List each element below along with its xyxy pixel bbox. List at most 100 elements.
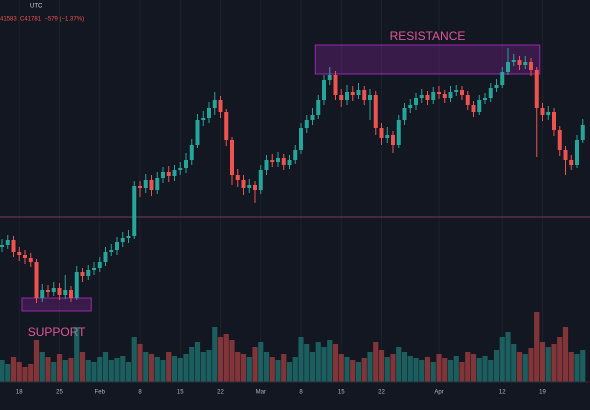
volume-bar (574, 354, 580, 382)
volume-bar (10, 357, 17, 382)
candle-body (189, 145, 194, 160)
x-tick-label: 8 (138, 390, 142, 396)
candle-body (523, 62, 528, 65)
volume-bar (62, 360, 68, 382)
volume-bar (488, 360, 494, 382)
volume-bar (309, 352, 316, 382)
candle-body (109, 250, 114, 252)
volume-bar (183, 354, 189, 382)
candle-body (253, 185, 257, 190)
candle-body (396, 120, 401, 145)
volume-bar (407, 356, 413, 382)
candle-body (471, 105, 476, 112)
volume-bar (367, 352, 373, 382)
grid (18, 0, 543, 382)
candle-body (0, 245, 4, 247)
candle-body (339, 95, 344, 100)
volume-bar (235, 352, 241, 382)
x-tick-label: 8 (299, 390, 303, 396)
x-tick-label: 12 (499, 390, 506, 396)
volume-bar (522, 354, 528, 382)
volume-bar (378, 350, 385, 382)
candle-body (391, 135, 395, 145)
volume-bar (246, 357, 252, 382)
candle-body (218, 100, 223, 112)
candle-body (373, 95, 378, 128)
volume-bar (269, 357, 275, 382)
volume-bar (102, 352, 109, 382)
volume-bar (390, 354, 396, 382)
candle-body (500, 72, 505, 85)
volume-bar (258, 342, 264, 382)
candle-body (212, 100, 217, 108)
volume-bar (171, 356, 178, 382)
volume-bar (551, 344, 557, 382)
candle-body (28, 258, 33, 262)
candle-body (178, 168, 183, 170)
x-tick-label: 22 (378, 390, 385, 396)
candle-body (448, 92, 453, 98)
candle-body (333, 75, 338, 95)
volume-bar (327, 340, 333, 382)
volume-bar (424, 357, 431, 382)
volume-bar (516, 352, 523, 382)
volume-bar (108, 360, 114, 382)
candle-body (540, 108, 545, 115)
volume-bar (16, 362, 22, 382)
volume-bar (91, 362, 97, 382)
volume-bar (528, 348, 534, 382)
volume-bar (419, 360, 425, 382)
volume-bar (177, 358, 183, 382)
x-tick-label: 15 (338, 390, 345, 396)
volume-bar (0, 360, 5, 382)
volume-bar (332, 344, 339, 382)
volume-bar (453, 356, 459, 382)
volume-bar (493, 350, 500, 382)
candle-body (247, 185, 252, 188)
candle-body (184, 160, 188, 168)
candles (0, 48, 585, 303)
candle-body (517, 60, 522, 65)
candle-body (172, 170, 177, 176)
volume-bar (131, 337, 137, 382)
candle-body (580, 125, 585, 140)
volume-bar (557, 337, 563, 382)
candle-body (465, 95, 470, 105)
x-tick-label: Feb (95, 390, 106, 396)
volume-bar (22, 367, 28, 382)
candle-body (138, 186, 142, 188)
volume-bar (125, 362, 132, 382)
volume-bar (229, 340, 235, 382)
x-tick-label: Mar (256, 390, 266, 396)
volume-bar (442, 358, 448, 382)
candle-body (322, 80, 326, 100)
candle-body (304, 120, 309, 128)
x-tick-label: 25 (56, 390, 63, 396)
candle-body (368, 95, 372, 100)
volume-bar (447, 360, 454, 382)
candle-body (92, 268, 96, 270)
volume-bar (5, 364, 11, 382)
volume-bar (459, 362, 465, 382)
volume-bar (338, 354, 344, 382)
candle-body (143, 180, 148, 188)
candle-body (316, 100, 321, 115)
zones: RESISTANCE SUPPORT (21, 29, 541, 339)
candle-body (408, 105, 413, 108)
volume-bar (154, 357, 160, 382)
candle-body (546, 112, 551, 115)
volume-bar (160, 360, 166, 382)
volume-bar (373, 342, 379, 382)
candle-body (379, 128, 384, 138)
candle-body (63, 290, 68, 295)
volume-bar (562, 327, 569, 382)
volume-bar (28, 364, 34, 382)
zone-box (21, 297, 92, 312)
volume-bar (499, 337, 505, 382)
volume-bar (286, 362, 293, 382)
candle-body (299, 128, 303, 150)
x-tick-label: Apr (434, 390, 443, 396)
candle-body (80, 272, 85, 276)
volume-bar (39, 352, 45, 382)
